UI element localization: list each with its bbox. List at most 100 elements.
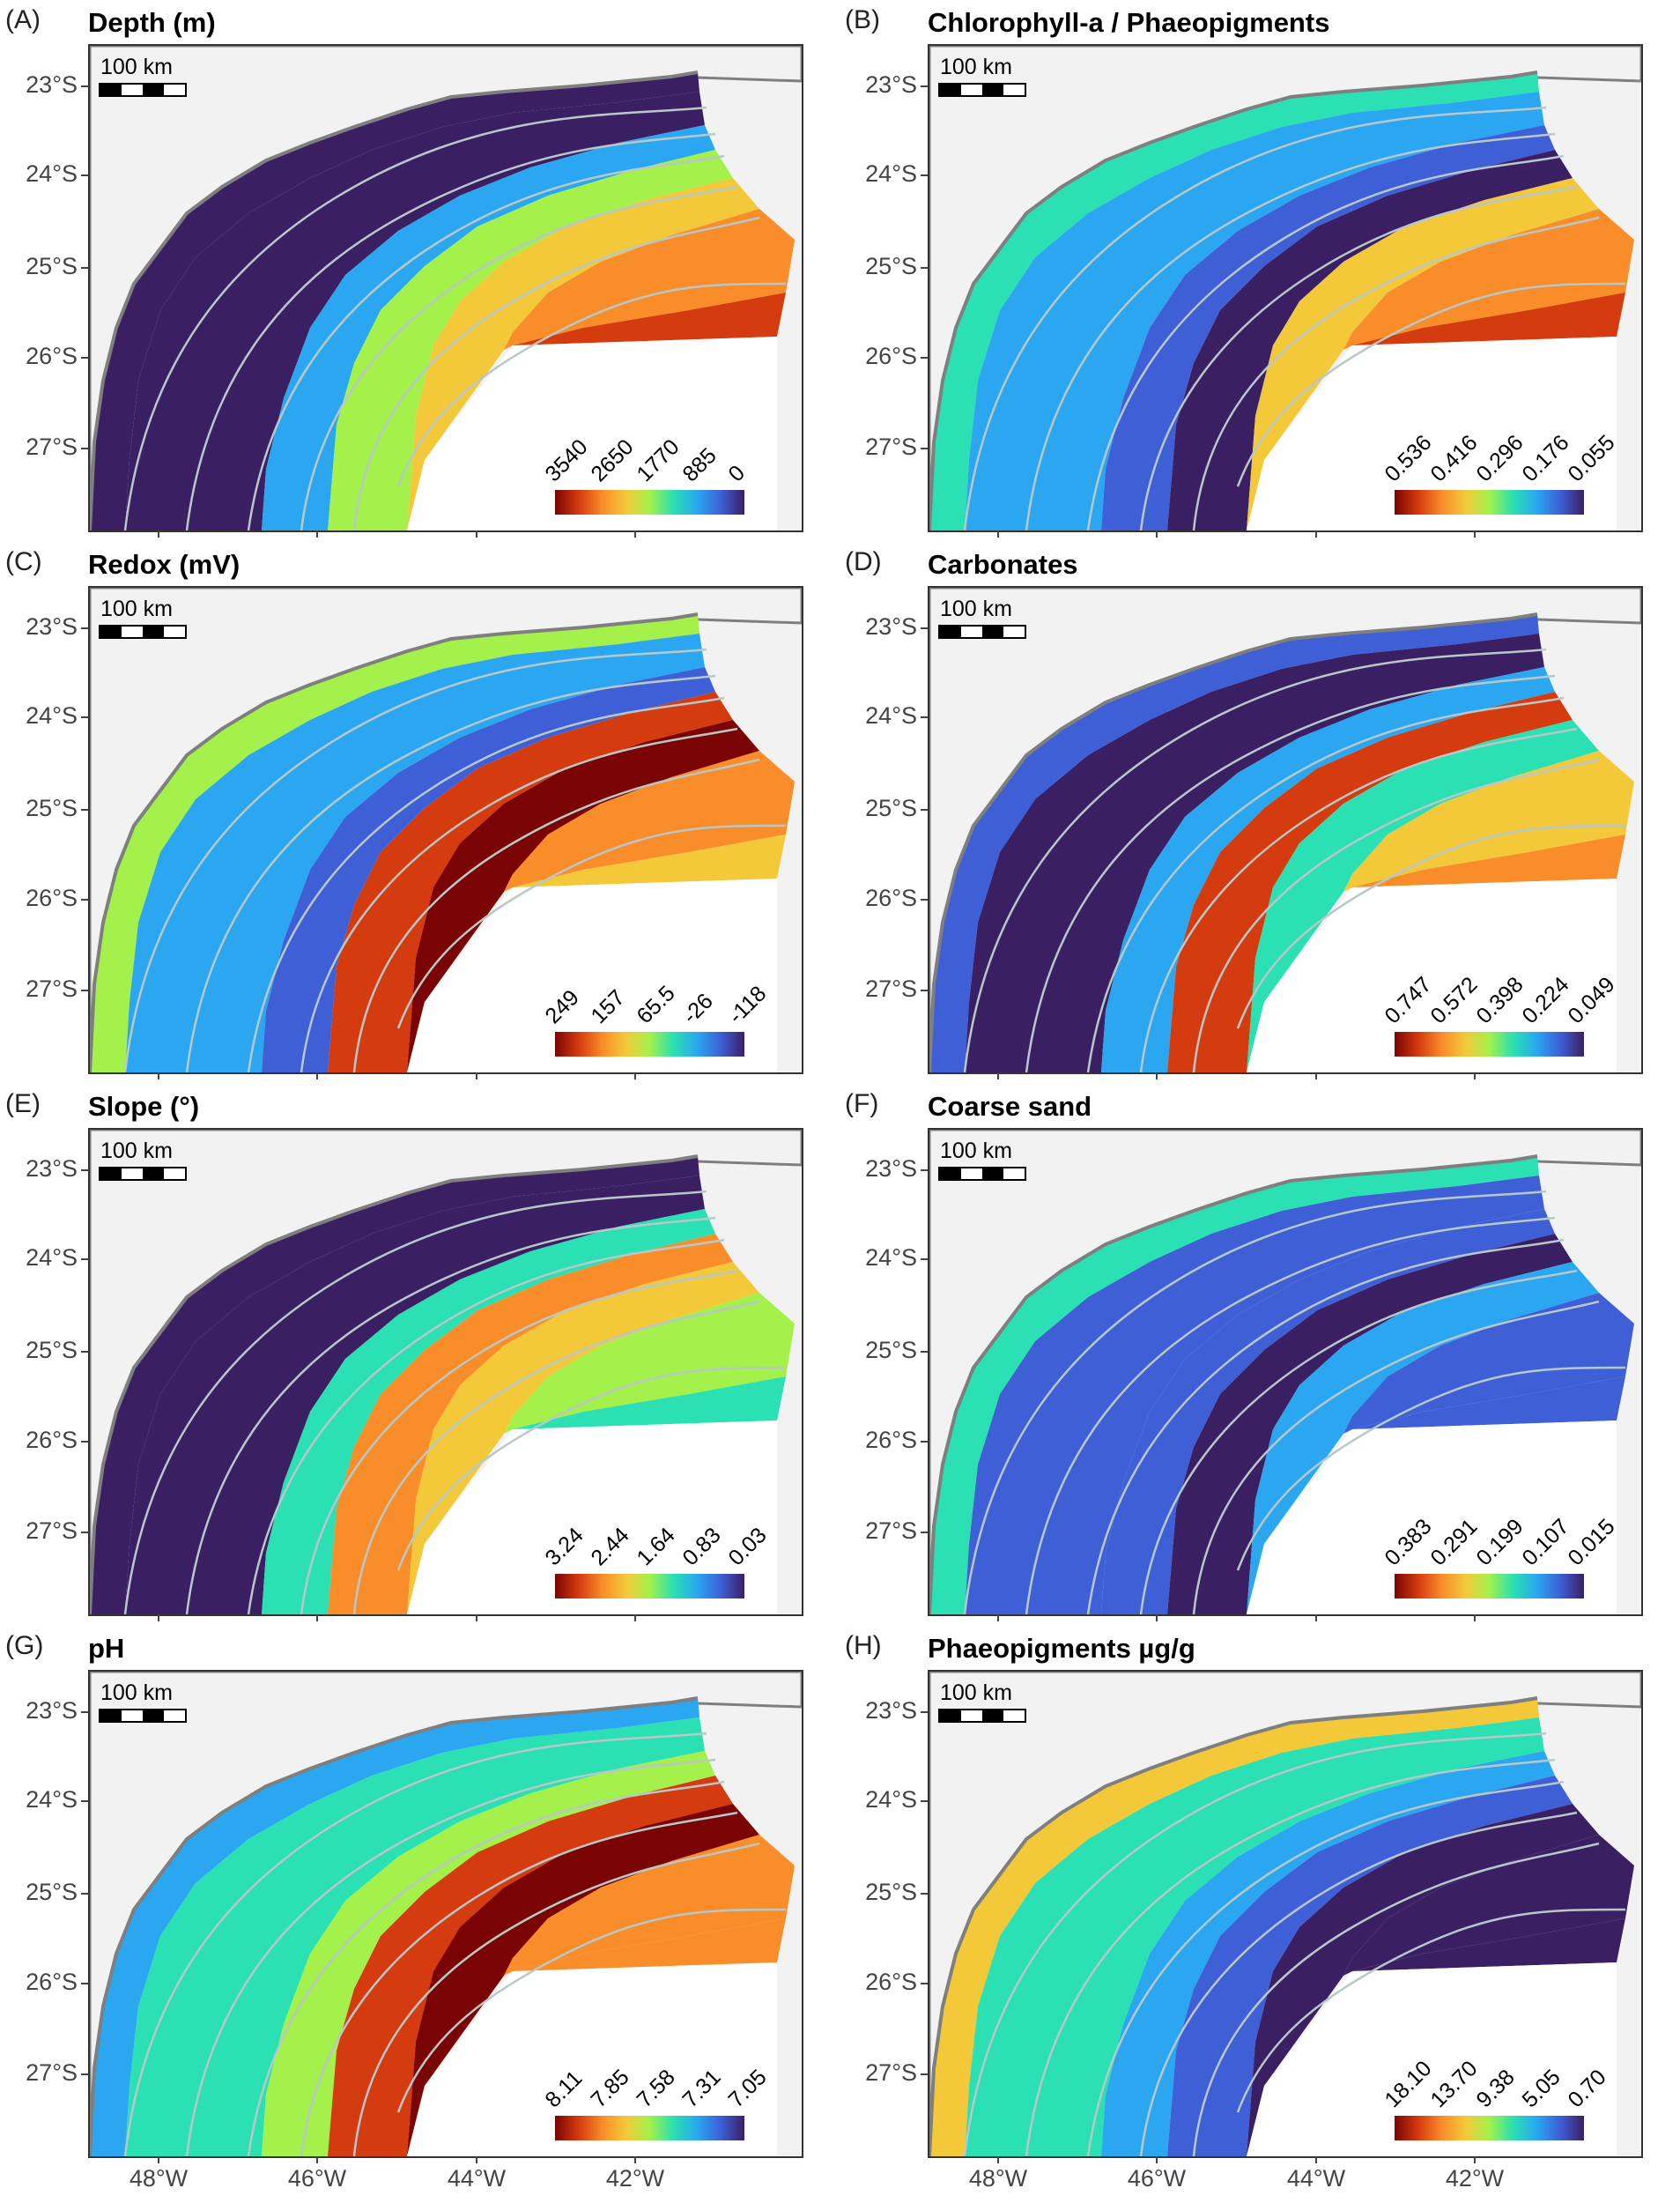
legend-colorbar <box>555 490 744 515</box>
coastline <box>929 1696 1538 2156</box>
map-panel-f: (F) Coarse sand 100 km 23°S 24°S 25°S 26°S 27°S… <box>840 1084 1679 1626</box>
raster-zone-deep3 <box>1343 209 1634 350</box>
raster-zone-far <box>1352 293 1625 345</box>
latitude-label: 23°S <box>26 1155 78 1182</box>
isobath-contour <box>1236 1908 1626 2113</box>
no-data-area <box>407 879 777 1072</box>
latitude-tick <box>81 448 88 449</box>
latitude-tick <box>921 716 928 718</box>
latitude-tick <box>81 85 88 87</box>
raster-zone-upper <box>965 1176 1544 1614</box>
latitude-label: 23°S <box>865 613 917 640</box>
isobath-contour <box>247 1238 725 1614</box>
latitude-label: 26°S <box>865 885 917 911</box>
latitude-label: 26°S <box>26 885 78 911</box>
isobath-contour <box>247 696 725 1072</box>
isobath-contour <box>1192 216 1600 530</box>
isobath-contour <box>185 1758 716 2156</box>
latitude-label: 25°S <box>865 795 917 821</box>
isobath-contour <box>963 106 1547 530</box>
scalebar-label: 100 km <box>940 1680 1012 1705</box>
no-data-area <box>407 337 777 530</box>
panel-title: Chlorophyll-a / Phaeopigments <box>928 7 1330 38</box>
latitude-label: 25°S <box>26 253 78 279</box>
latitude-tick <box>921 1983 928 1984</box>
raster-zone-mid <box>262 1209 715 1614</box>
legend-colorbar <box>1395 2116 1584 2140</box>
latitude-tick <box>81 990 88 991</box>
isobath-contour <box>123 1190 707 1614</box>
isobath-contour <box>123 1732 707 2156</box>
longitude-tick <box>476 1614 477 1621</box>
scalebar <box>938 625 1026 639</box>
raster-zone-shelf <box>90 1698 699 2156</box>
map-frame <box>88 1128 803 1616</box>
isobath-contour <box>1192 758 1600 1072</box>
latitude-label: 23°S <box>26 1697 78 1724</box>
latitude-tick <box>921 448 928 449</box>
latitude-tick <box>81 716 88 718</box>
latitude-label: 27°S <box>26 2059 78 2086</box>
latitude-label: 25°S <box>26 795 78 821</box>
raster-zone-deep2 <box>1247 1262 1599 1614</box>
map-raster <box>929 46 1641 530</box>
raster-zone-mid <box>262 667 715 1072</box>
latitude-label: 24°S <box>26 1786 78 1813</box>
raster-zone-deep3 <box>1343 751 1634 892</box>
isobath-contour <box>352 1300 760 1614</box>
longitude-tick <box>1474 530 1476 538</box>
latitude-label: 27°S <box>26 434 78 460</box>
scalebar-label: 100 km <box>100 55 173 79</box>
scalebar-label: 100 km <box>100 597 173 621</box>
latitude-label: 27°S <box>26 975 78 1002</box>
legend-colorbar <box>1395 490 1584 515</box>
panel-letter: (F) <box>845 1089 879 1118</box>
latitude-label: 23°S <box>865 71 917 98</box>
longitude-tick <box>997 1614 999 1621</box>
isobath-contour <box>123 648 707 1072</box>
latitude-label: 27°S <box>865 1517 917 1544</box>
latitude-label: 24°S <box>26 1244 78 1271</box>
panel-letter: (H) <box>845 1631 882 1660</box>
longitude-tick <box>1315 1614 1317 1621</box>
scalebar <box>99 1167 187 1181</box>
latitude-label: 24°S <box>26 702 78 729</box>
latitude-label: 25°S <box>26 1337 78 1363</box>
latitude-tick <box>921 1711 928 1713</box>
map-raster <box>90 1672 802 2156</box>
isobath-contour <box>1086 1780 1565 2156</box>
latitude-label: 25°S <box>865 253 917 279</box>
isobath-contour <box>963 1732 1547 2156</box>
scalebar <box>938 83 1026 97</box>
longitude-label: 48°W <box>968 2165 1028 2192</box>
map-panel-a: (A) Depth (m) 100 km 23°S 24°S 25°S 26°S 27°S 35… <box>0 0 840 542</box>
longitude-tick <box>476 530 477 538</box>
panel-title: Phaeopigments µg/g <box>928 1633 1195 1664</box>
raster-zone-shelf <box>929 72 1539 530</box>
latitude-tick <box>921 357 928 359</box>
coastline <box>90 612 699 1072</box>
latitude-label: 23°S <box>26 613 78 640</box>
latitude-tick <box>921 2073 928 2075</box>
raster-zone-upper <box>125 1176 705 1614</box>
raster-zone-deep3 <box>1343 1293 1634 1434</box>
longitude-tick <box>1315 530 1317 538</box>
latitude-label: 23°S <box>26 71 78 98</box>
raster-zone-deep1 <box>1167 1776 1573 2156</box>
latitude-tick <box>921 85 928 87</box>
map-frame <box>88 1670 803 2158</box>
latitude-tick <box>81 174 88 176</box>
scalebar-label: 100 km <box>100 1139 173 1163</box>
longitude-tick <box>634 2156 636 2163</box>
isobath-contour <box>1086 696 1565 1072</box>
panel-letter: (D) <box>845 547 882 576</box>
longitude-tick <box>634 530 636 538</box>
raster-zone-upper <box>965 1717 1544 2156</box>
raster-zone-deep3 <box>504 751 795 892</box>
raster-zone-mid <box>1101 1209 1555 1614</box>
coastline <box>929 1154 1538 1614</box>
raster-zone-deep3 <box>504 209 795 350</box>
longitude-tick <box>634 1072 636 1079</box>
raster-zone-deep1 <box>328 692 733 1072</box>
no-data-area <box>1247 1962 1617 2156</box>
